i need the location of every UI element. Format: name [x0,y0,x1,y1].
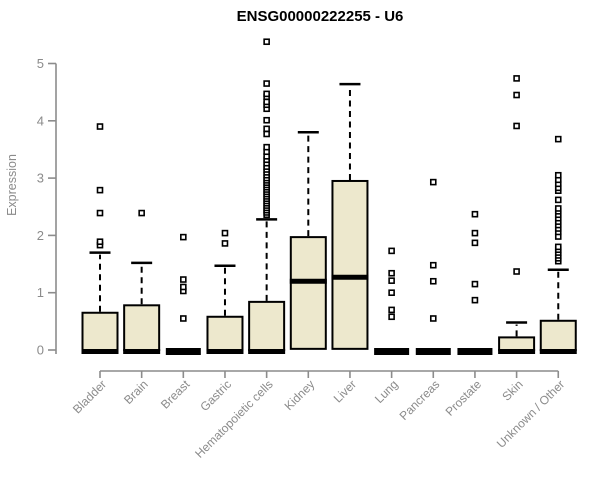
outlier-point [429,261,437,269]
box-brain [123,304,161,351]
outlier-point [263,143,270,151]
y-tick-label: 2 [37,228,44,243]
outlier-point [554,205,562,212]
outlier-point [471,296,479,304]
outlier-point [221,240,229,247]
outlier-point [388,289,395,297]
outlier-point [180,315,187,322]
x-tick-label: Liver [331,377,359,405]
x-tick-label: Bladder [70,377,109,416]
outlier-point [96,209,104,217]
outlier-point [554,243,562,251]
y-tick-label: 3 [37,171,44,186]
outlier-point [263,80,270,87]
x-tick-label: Hematopoietic cells [192,377,275,460]
outlier-point [263,38,270,46]
x-tick-label: Breast [158,377,193,412]
x-tick-label: Prostate [443,377,485,419]
outlier-point [554,196,562,204]
x-tick-label: Skin [499,377,525,403]
outlier-point [429,277,437,285]
flat-box [165,348,201,355]
outlier-point [513,268,520,275]
box-hematopoietic-cells [248,300,286,352]
flat-box [374,348,410,355]
outlier-point [471,210,479,218]
outlier-point [180,276,187,283]
outlier-point [263,116,270,124]
outlier-point [554,135,562,143]
y-axis-label: Expression [5,154,19,216]
box-kidney [289,236,327,350]
y-tick-label: 0 [37,343,44,358]
flat-box [415,348,451,355]
outlier-point [221,229,229,237]
outlier-point [263,125,270,133]
outlier-point [180,283,187,291]
y-tick-label: 1 [37,285,44,300]
outlier-point [388,306,395,314]
outlier-point [471,229,479,237]
outlier-point [96,123,104,130]
outlier-point [263,90,270,98]
outlier-point [388,269,395,277]
box-skin [498,336,536,352]
outlier-point [180,233,187,241]
box-gastric [206,315,244,351]
outlier-point [96,238,104,246]
flat-box [457,348,493,355]
outlier-point [263,98,270,106]
outlier-point [471,280,479,288]
outlier-point [554,171,562,179]
outlier-point [388,247,395,255]
box-unknown-other [539,319,577,352]
outlier-point [513,75,520,82]
outlier-point [388,277,395,284]
outlier-point [388,313,395,321]
outlier-point [513,122,520,130]
y-tick-label: 4 [37,113,44,128]
x-tick-label: Kidney [282,377,318,413]
y-tick-label: 5 [37,56,44,71]
outlier-point [513,91,520,99]
x-tick-label: Pancreas [397,377,443,423]
outlier-point [96,186,104,194]
outlier-point [471,239,479,247]
outlier-point [138,209,145,217]
box-bladder [81,311,119,352]
chart-title: ENSG00000222255 - U6 [236,8,404,25]
outlier-point [429,315,437,322]
x-tick-label: Brain [121,377,151,407]
outlier-point [429,178,437,186]
x-tick-label: Lung [372,377,401,406]
box-liver [331,179,369,350]
x-tick-label: Gastric [197,377,234,414]
outlier-point [263,130,270,138]
